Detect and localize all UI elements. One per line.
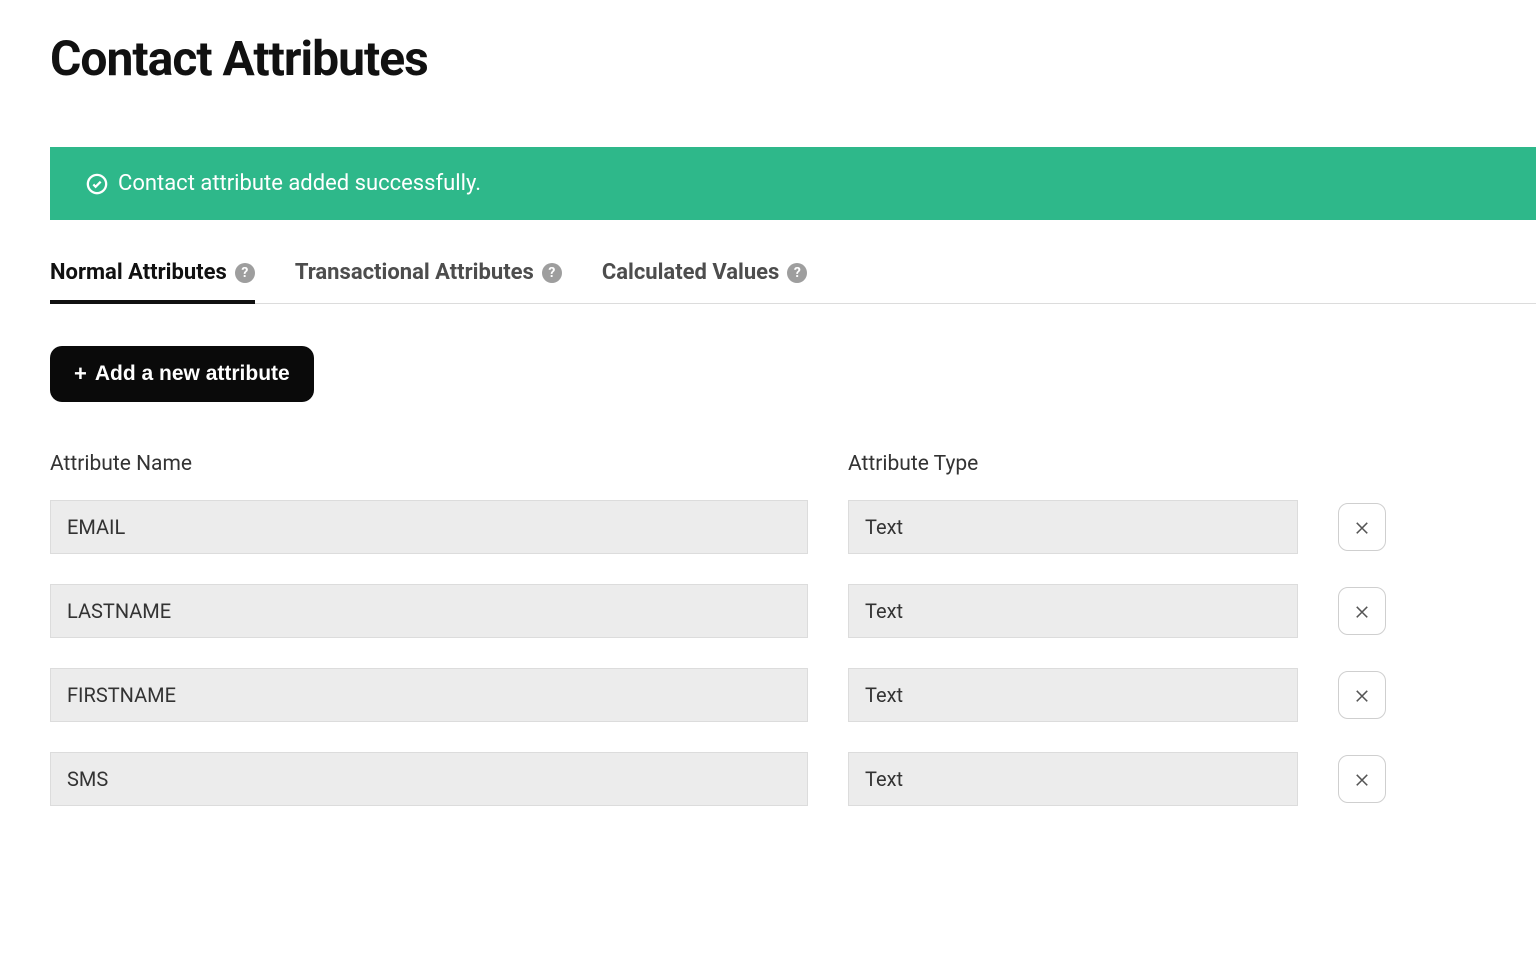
attribute-type-field[interactable]: Text	[848, 584, 1298, 638]
tab-normal-attributes[interactable]: Normal Attributes ?	[50, 260, 255, 303]
tab-label: Transactional Attributes	[295, 260, 534, 285]
attribute-row: FIRSTNAME Text	[50, 668, 1536, 722]
delete-attribute-button[interactable]	[1338, 587, 1386, 635]
close-icon	[1353, 770, 1371, 788]
help-icon[interactable]: ?	[787, 263, 807, 283]
delete-attribute-button[interactable]	[1338, 671, 1386, 719]
attribute-row: SMS Text	[50, 752, 1536, 806]
tabs-container: Normal Attributes ? Transactional Attrib…	[50, 260, 1536, 304]
attribute-row: LASTNAME Text	[50, 584, 1536, 638]
help-icon[interactable]: ?	[542, 263, 562, 283]
add-attribute-button[interactable]: + Add a new attribute	[50, 346, 314, 402]
attribute-name-field[interactable]: LASTNAME	[50, 584, 808, 638]
alert-message: Contact attribute added successfully.	[118, 171, 481, 196]
delete-attribute-button[interactable]	[1338, 755, 1386, 803]
tab-transactional-attributes[interactable]: Transactional Attributes ?	[295, 260, 562, 303]
attribute-rows-container: EMAIL Text LASTNAME Text FIRSTNAME Text …	[50, 500, 1536, 806]
close-icon	[1353, 518, 1371, 536]
attribute-row: EMAIL Text	[50, 500, 1536, 554]
attribute-name-field[interactable]: SMS	[50, 752, 808, 806]
plus-icon: +	[74, 363, 87, 385]
attribute-name-field[interactable]: EMAIL	[50, 500, 808, 554]
column-header-type: Attribute Type	[848, 452, 1298, 476]
column-header-name: Attribute Name	[50, 452, 808, 476]
check-circle-icon	[86, 173, 108, 195]
table-header-row: Attribute Name Attribute Type	[50, 452, 1536, 476]
success-alert: Contact attribute added successfully.	[50, 147, 1536, 220]
attribute-type-field[interactable]: Text	[848, 668, 1298, 722]
page-title: Contact Attributes	[50, 30, 1536, 87]
help-icon[interactable]: ?	[235, 263, 255, 283]
tab-label: Normal Attributes	[50, 260, 227, 285]
attribute-type-field[interactable]: Text	[848, 500, 1298, 554]
close-icon	[1353, 602, 1371, 620]
delete-attribute-button[interactable]	[1338, 503, 1386, 551]
attribute-type-field[interactable]: Text	[848, 752, 1298, 806]
attribute-name-field[interactable]: FIRSTNAME	[50, 668, 808, 722]
tab-calculated-values[interactable]: Calculated Values ?	[602, 260, 808, 303]
add-button-label: Add a new attribute	[95, 362, 290, 386]
close-icon	[1353, 686, 1371, 704]
tab-label: Calculated Values	[602, 260, 780, 285]
